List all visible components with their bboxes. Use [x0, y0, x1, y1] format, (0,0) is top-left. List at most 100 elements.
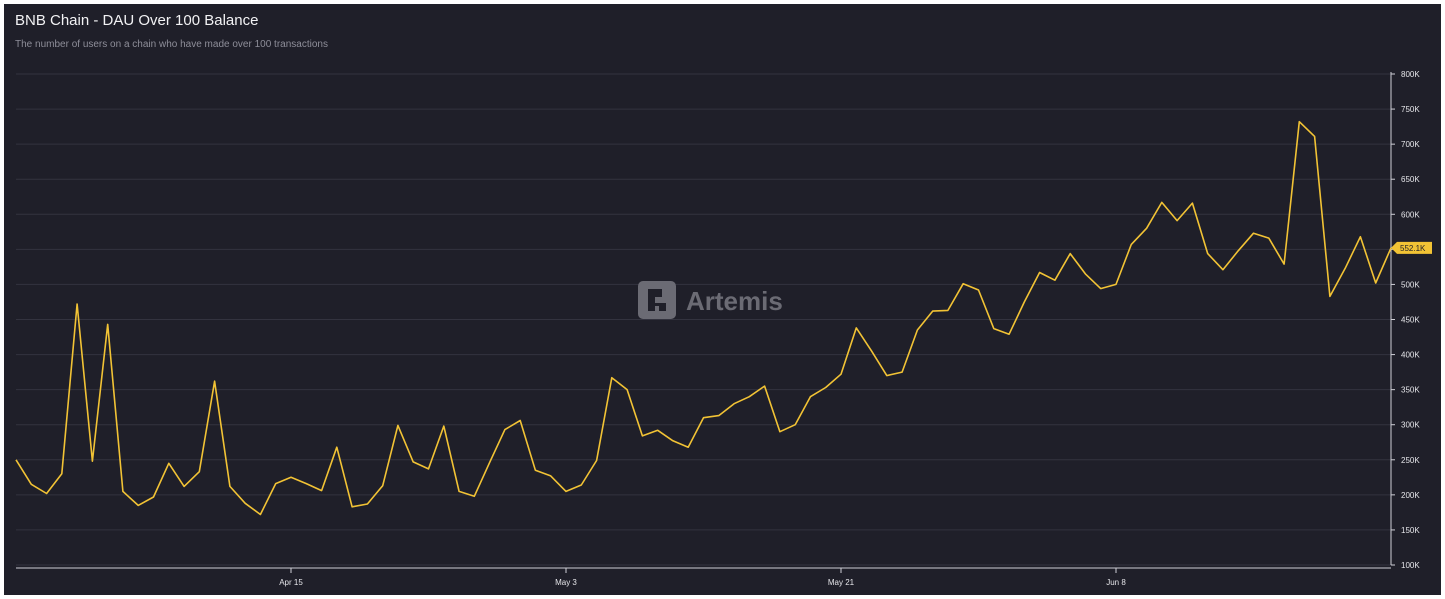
data-point	[244, 502, 247, 505]
chart-subtitle: The number of users on a chain who have …	[15, 39, 328, 50]
x-tick-label: May 3	[555, 578, 577, 587]
watermark-text: Artemis	[686, 286, 783, 316]
data-point	[1145, 227, 1148, 230]
data-point	[183, 485, 186, 488]
data-point	[1252, 232, 1255, 235]
data-point	[1038, 271, 1041, 274]
data-point	[167, 462, 170, 465]
data-point	[1313, 135, 1316, 138]
data-point	[855, 326, 858, 329]
data-point	[458, 490, 461, 493]
data-point	[1160, 201, 1163, 204]
y-tick-label: 450K	[1401, 316, 1420, 325]
data-point	[213, 380, 216, 383]
chart-title: BNB Chain - DAU Over 100 Balance	[15, 12, 259, 29]
data-point	[1374, 282, 1377, 285]
y-tick-label: 600K	[1401, 210, 1420, 219]
data-point	[534, 469, 537, 472]
data-point	[778, 430, 781, 433]
data-point	[1130, 243, 1133, 246]
data-point	[977, 289, 980, 292]
data-point	[76, 303, 79, 306]
data-point	[870, 350, 873, 353]
data-point	[274, 482, 277, 485]
data-point	[549, 474, 552, 477]
data-point	[840, 373, 843, 376]
y-tick-label: 300K	[1401, 421, 1420, 430]
y-tick-label: 800K	[1401, 70, 1420, 79]
y-tick-label: 100K	[1401, 561, 1420, 570]
data-point	[656, 429, 659, 432]
data-point	[1221, 268, 1224, 271]
last-value-marker: 552.1K	[1391, 241, 1432, 254]
data-point	[992, 327, 995, 330]
data-point	[931, 310, 934, 313]
grid-lines	[16, 73, 1391, 566]
data-point	[30, 483, 33, 486]
data-point	[1298, 120, 1301, 123]
data-point	[641, 434, 644, 437]
data-point	[91, 460, 94, 463]
data-point	[671, 439, 674, 442]
data-point	[228, 485, 231, 488]
data-point	[1206, 252, 1209, 255]
data-point	[794, 423, 797, 426]
y-tick-label: 350K	[1401, 386, 1420, 395]
data-point	[198, 470, 201, 473]
y-tick-label: 250K	[1401, 456, 1420, 465]
data-point	[381, 484, 384, 487]
data-point	[809, 395, 812, 398]
data-point	[824, 386, 827, 389]
watermark: Artemis	[638, 281, 783, 319]
data-point	[335, 446, 338, 449]
data-point	[442, 425, 445, 428]
data-point	[901, 371, 904, 374]
y-axis: 100K150K200K250K300K350K400K450K500K550K…	[1390, 70, 1420, 570]
data-point	[488, 461, 491, 464]
data-point	[366, 502, 369, 505]
x-tick-label: May 21	[828, 578, 855, 587]
series-line	[15, 120, 1392, 516]
chart-panel	[4, 4, 1441, 595]
data-point	[1099, 287, 1102, 290]
data-point	[45, 492, 48, 495]
data-point	[626, 388, 629, 391]
data-point	[580, 484, 583, 487]
data-point	[702, 416, 705, 419]
data-point	[351, 505, 354, 508]
data-point	[121, 490, 124, 493]
data-point	[733, 402, 736, 405]
data-point	[1344, 267, 1347, 270]
data-point	[717, 414, 720, 417]
data-point	[1191, 202, 1194, 205]
data-point	[1023, 300, 1026, 303]
data-point	[1008, 333, 1011, 336]
x-axis: Apr 15 May 3 May 21 Jun 8	[16, 567, 1391, 587]
last-value-label: 552.1K	[1400, 244, 1426, 253]
x-tick-label: Apr 15	[279, 578, 303, 587]
data-point	[1328, 295, 1331, 298]
data-point	[1237, 249, 1240, 252]
y-tick-label: 500K	[1401, 280, 1420, 289]
data-point	[1283, 263, 1286, 266]
data-point	[1115, 283, 1118, 286]
data-point	[687, 446, 690, 449]
data-point	[305, 482, 308, 485]
data-point	[946, 309, 949, 312]
y-tick-label: 200K	[1401, 491, 1420, 500]
data-point	[1069, 252, 1072, 255]
data-point	[748, 395, 751, 398]
data-point	[427, 467, 430, 470]
data-point	[412, 460, 415, 463]
data-point	[473, 495, 476, 498]
data-point	[595, 459, 598, 462]
data-point	[290, 476, 293, 479]
data-point	[1267, 237, 1270, 240]
y-tick-label: 400K	[1401, 351, 1420, 360]
y-tick-label: 150K	[1401, 526, 1420, 535]
data-point	[137, 504, 140, 507]
y-tick-label: 650K	[1401, 175, 1420, 184]
data-point	[503, 428, 506, 431]
data-point	[962, 282, 965, 285]
